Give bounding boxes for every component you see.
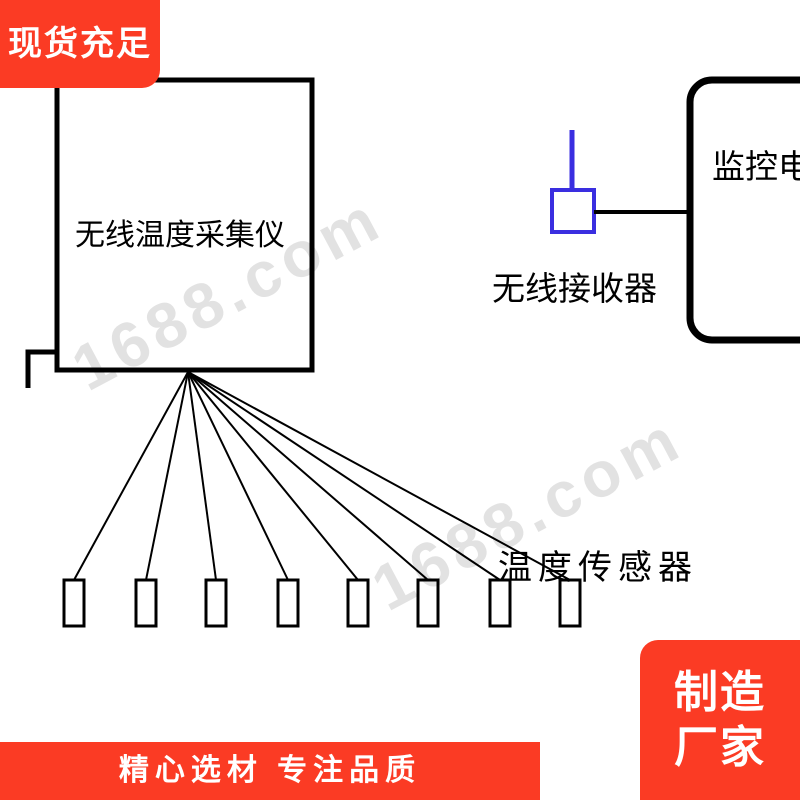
monitor-label: 监控电 bbox=[712, 140, 800, 188]
sensor-line bbox=[146, 372, 188, 580]
sensor-box bbox=[136, 580, 156, 626]
monitor-box bbox=[690, 80, 800, 340]
sensor-box bbox=[64, 580, 84, 626]
badge-manufacturer-line2: 厂家 bbox=[674, 720, 766, 775]
badge-tagline: 精心选材 专注品质 bbox=[0, 742, 540, 800]
sensor-box bbox=[206, 580, 226, 626]
badge-manufacturer-line1: 制造 bbox=[674, 665, 766, 720]
sensor-line bbox=[188, 372, 428, 580]
receiver-box bbox=[552, 190, 594, 232]
sensors-label: 温度传感器 bbox=[498, 540, 698, 589]
sensor-box bbox=[348, 580, 368, 626]
badge-manufacturer: 制造 厂家 bbox=[640, 640, 800, 800]
sensor-fan-lines bbox=[74, 372, 570, 580]
collector-left-stub bbox=[28, 352, 57, 388]
sensor-box bbox=[278, 580, 298, 626]
receiver-label: 无线接收器 bbox=[492, 262, 657, 310]
sensor-line bbox=[188, 372, 500, 580]
badge-stock: 现货充足 bbox=[0, 0, 160, 88]
sensor-box bbox=[418, 580, 438, 626]
sensor-line bbox=[74, 372, 188, 580]
collector-label: 无线温度采集仪 bbox=[75, 210, 285, 254]
